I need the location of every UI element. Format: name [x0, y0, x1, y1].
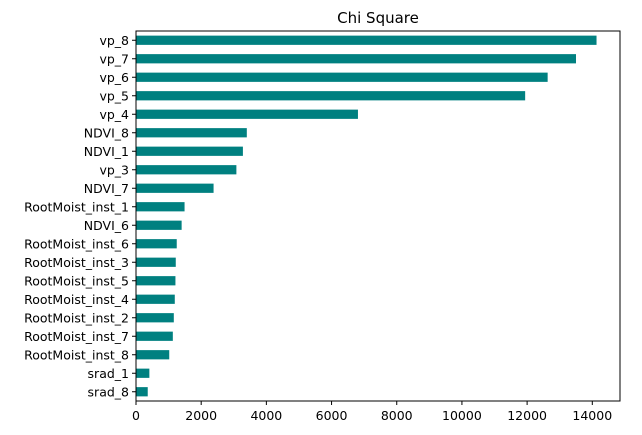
bars-group — [136, 35, 597, 397]
y-tick-label: RootMoist_inst_8 — [24, 347, 129, 362]
plot-frame — [135, 30, 621, 402]
y-tick-label: vp_5 — [99, 88, 129, 103]
y-tick-label: RootMoist_inst_5 — [24, 273, 129, 288]
x-tick-label: 0 — [132, 408, 140, 423]
y-tick-label: NDVI_7 — [84, 181, 129, 196]
y-tick-label: RootMoist_inst_3 — [24, 255, 129, 270]
bar-srad_1 — [136, 368, 150, 378]
y-tick-label: RootMoist_inst_1 — [24, 199, 129, 214]
x-tick-label: 12000 — [507, 408, 547, 423]
y-tick-label: vp_8 — [99, 33, 129, 48]
bar-RootMoist_inst_2 — [136, 313, 174, 323]
bar-RootMoist_inst_8 — [136, 350, 170, 360]
x-tick-label: 2000 — [185, 408, 217, 423]
bar-RootMoist_inst_3 — [136, 257, 176, 267]
bar-vp_3 — [136, 165, 237, 175]
y-tick-label: RootMoist_inst_2 — [24, 310, 129, 325]
bar-NDVI_1 — [136, 146, 243, 156]
y-tick-label: vp_3 — [99, 162, 129, 177]
y-tick-label: vp_6 — [99, 70, 129, 85]
bar-RootMoist_inst_1 — [136, 202, 185, 212]
bar-RootMoist_inst_5 — [136, 276, 176, 286]
y-tick-label: NDVI_1 — [84, 144, 129, 159]
x-tick-label: 4000 — [250, 408, 282, 423]
x-axis: 0 2000 4000 6000 8000 10000 12000 14000 — [132, 401, 612, 423]
y-axis: vp_8 vp_7 vp_6 vp_5 vp_4 NDVI_8 NDVI_1 vp_3 NDVI… — [24, 33, 136, 399]
bar-vp_7 — [136, 54, 576, 64]
bar-RootMoist_inst_7 — [136, 331, 173, 341]
bar-RootMoist_inst_6 — [136, 239, 177, 249]
x-tick-label: 14000 — [572, 408, 612, 423]
y-tick-label: NDVI_8 — [84, 125, 129, 140]
bar-RootMoist_inst_4 — [136, 294, 175, 304]
y-tick-label: vp_4 — [99, 107, 129, 122]
y-tick-label: RootMoist_inst_6 — [24, 236, 129, 251]
y-tick-label: NDVI_6 — [84, 218, 129, 233]
y-tick-label: vp_7 — [99, 51, 129, 66]
x-tick-label: 10000 — [442, 408, 482, 423]
bar-NDVI_8 — [136, 128, 247, 138]
x-tick-label: 6000 — [316, 408, 348, 423]
bar-vp_6 — [136, 72, 548, 82]
bar-vp_5 — [136, 91, 526, 101]
bar-NDVI_7 — [136, 183, 214, 193]
bar-srad_8 — [136, 387, 148, 397]
y-tick-label: RootMoist_inst_7 — [24, 329, 129, 344]
y-tick-label: srad_1 — [88, 366, 129, 381]
x-tick-label: 8000 — [381, 408, 413, 423]
chart-title: Chi Square — [337, 9, 419, 27]
y-tick-label: srad_8 — [88, 384, 129, 399]
bar-vp_8 — [136, 35, 597, 45]
bar-vp_4 — [136, 109, 358, 119]
bar-NDVI_6 — [136, 220, 182, 230]
y-tick-label: RootMoist_inst_4 — [24, 292, 129, 307]
